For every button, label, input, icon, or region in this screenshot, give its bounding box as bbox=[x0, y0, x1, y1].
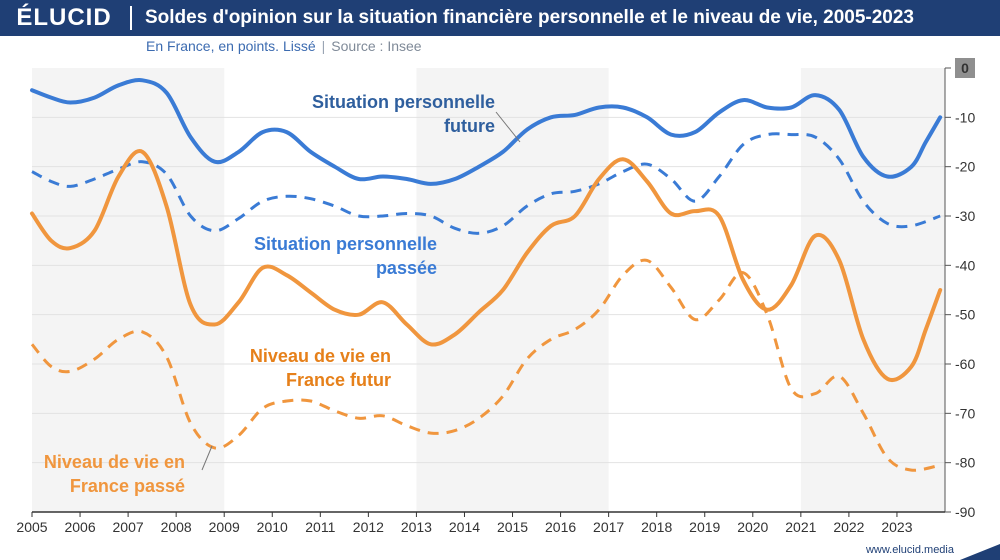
label-niveau-futur-line-1: France futur bbox=[286, 370, 391, 390]
y-tick-label: -40 bbox=[955, 257, 975, 273]
y-tick-zero-box bbox=[955, 58, 975, 78]
x-tick-label: 2022 bbox=[833, 519, 864, 535]
x-tick-label: 2019 bbox=[689, 519, 720, 535]
chart-subtitle: En France, en points. Lissé | Source : Ins… bbox=[146, 38, 422, 54]
shaded-band-2 bbox=[800, 68, 945, 512]
x-tick-label: 2012 bbox=[353, 519, 384, 535]
shaded-band-0 bbox=[32, 68, 225, 512]
y-tick-label: 0 bbox=[961, 60, 969, 76]
x-tick-label: 2008 bbox=[161, 519, 192, 535]
x-tick-label: 2013 bbox=[401, 519, 432, 535]
label-niveau-futur-line-0: Niveau de vie en bbox=[250, 346, 391, 366]
x-tick-label: 2017 bbox=[593, 519, 624, 535]
y-tick-label: -10 bbox=[955, 109, 975, 125]
x-tick-label: 2015 bbox=[497, 519, 528, 535]
x-tick-label: 2016 bbox=[545, 519, 576, 535]
label-niveau-passe-line-0: Niveau de vie en bbox=[44, 452, 185, 472]
subtitle-separator: | bbox=[321, 38, 326, 54]
label-situation-passee-line-1: passée bbox=[376, 258, 437, 278]
x-tick-label: 2007 bbox=[113, 519, 144, 535]
x-tick-label: 2018 bbox=[641, 519, 672, 535]
y-tick-label: -20 bbox=[955, 159, 975, 175]
y-tick-label: -90 bbox=[955, 504, 975, 520]
x-tick-label: 2006 bbox=[64, 519, 95, 535]
y-tick-label: -80 bbox=[955, 455, 975, 471]
series-line-situation-future bbox=[30, 78, 943, 186]
label-situation-future-line-1: future bbox=[444, 116, 495, 136]
header-bar bbox=[0, 0, 1000, 36]
x-tick-label: 2023 bbox=[881, 519, 912, 535]
footer-url[interactable]: www.elucid.media bbox=[865, 544, 954, 556]
label-situation-future-line-0: Situation personnelle bbox=[312, 92, 495, 112]
brand-logo: ÉLUCID bbox=[0, 0, 128, 36]
source-text: Source : Insee bbox=[331, 38, 422, 54]
x-tick-label: 2014 bbox=[449, 519, 480, 535]
footer-triangle bbox=[960, 544, 1000, 560]
y-tick-label: -50 bbox=[955, 307, 975, 323]
label-situation-passee-line-0: Situation personnelle bbox=[254, 234, 437, 254]
subtitle-text: En France, en points. Lissé bbox=[146, 38, 316, 54]
chart-title: Soldes d'opinion sur la situation financ… bbox=[145, 7, 914, 28]
y-tick-label: -30 bbox=[955, 208, 975, 224]
series-line-situation-passee bbox=[31, 132, 941, 235]
series-line-niveau-futur bbox=[30, 149, 943, 382]
label-situation-future-leader bbox=[495, 111, 521, 143]
header-divider bbox=[130, 6, 132, 30]
x-tick-label: 2009 bbox=[209, 519, 240, 535]
x-tick-label: 2021 bbox=[785, 519, 816, 535]
y-tick-label: -60 bbox=[955, 356, 975, 372]
label-niveau-passe-line-1: France passé bbox=[70, 476, 185, 496]
label-niveau-passe-leader bbox=[201, 445, 213, 471]
x-tick-label: 2011 bbox=[305, 519, 335, 535]
y-tick-label: -70 bbox=[955, 405, 975, 421]
x-tick-label: 2005 bbox=[16, 519, 47, 535]
x-tick-label: 2010 bbox=[257, 519, 288, 535]
x-tick-label: 2020 bbox=[737, 519, 768, 535]
